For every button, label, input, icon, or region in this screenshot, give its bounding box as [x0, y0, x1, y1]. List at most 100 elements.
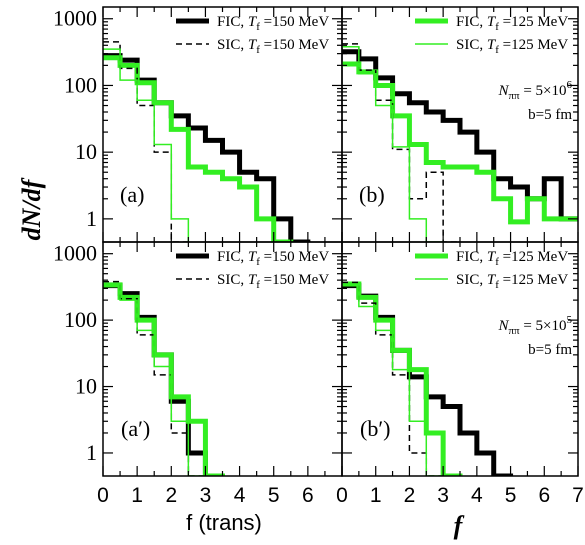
legend-text-tail: =150 MeV: [260, 37, 329, 53]
x-tick-label: 7: [572, 484, 584, 507]
series-line-b2-3: [342, 284, 444, 476]
x-tick-label: 5: [268, 484, 280, 507]
legend-label: SIC, Tf =150 MeV: [217, 37, 329, 56]
x-tick-label: 3: [437, 484, 449, 507]
legend-label: FIC, Tf =150 MeV: [217, 249, 329, 268]
series-line-b2-2: [342, 281, 444, 476]
panel-b: FIC, Tf =125 MeV SIC, Tf =125 MeV Nππ = 5×…: [341, 6, 579, 243]
y-tick-label: 1: [86, 440, 97, 465]
legend-text: FIC,: [217, 249, 248, 265]
legend-subscript: f: [256, 256, 260, 268]
note-symbol: N: [497, 318, 509, 334]
note-text: = 5×10: [520, 318, 567, 334]
x-tick-label: 3: [200, 484, 212, 507]
note-text: = 5×10: [520, 83, 567, 99]
legend-subscript: f: [256, 21, 260, 33]
x-tick-label: 1: [131, 484, 143, 507]
panel-label: (a′): [121, 416, 150, 441]
legend-text-tail: =150 MeV: [260, 249, 329, 265]
note-text: b=5 fm: [528, 107, 572, 123]
series-line-a-1: [103, 55, 294, 242]
x-tick-label: 6: [302, 484, 314, 507]
series-line-a-2: [103, 41, 190, 242]
legend-text: FIC,: [456, 249, 487, 265]
legend-label: SIC, Tf =125 MeV: [456, 272, 568, 291]
series-line-b2-1: [342, 281, 463, 476]
legend-text-tail: =125 MeV: [499, 272, 568, 288]
y-tick-label: 1: [86, 206, 97, 231]
legend-symbol: T: [248, 249, 258, 265]
y-tick-label: 10: [75, 139, 97, 164]
series-line-b-3: [342, 46, 444, 242]
legend-symbol: T: [248, 272, 258, 288]
note-superscript: 6: [567, 79, 573, 91]
x-axis-label-left: f (trans): [186, 510, 262, 535]
annotation-note: b=5 fm: [528, 342, 572, 358]
y-tick-label: 1000: [53, 6, 97, 31]
x-tick-label: 0: [336, 484, 348, 507]
series-group: [342, 43, 578, 242]
series-line-a2-1: [103, 282, 225, 476]
series-line-a2-3: [103, 283, 207, 476]
legend-subscript: f: [495, 21, 499, 33]
x-label-left-text: f (trans): [186, 510, 262, 535]
x-tick-label: 4: [471, 484, 483, 507]
legend-text: SIC,: [456, 272, 487, 288]
y-axis-label: dN/df: [17, 177, 46, 240]
series-line-b-2: [342, 43, 461, 242]
legend-text-tail: =150 MeV: [260, 272, 329, 288]
series-line-b-1: [342, 61, 578, 225]
legend-subscript: f: [256, 279, 260, 291]
x-tick-label: 6: [538, 484, 550, 507]
y-tick-label: 100: [64, 307, 97, 332]
x-tick-label: 5: [505, 484, 517, 507]
legend-text-tail: =150 MeV: [260, 14, 329, 30]
annotation-note: b=5 fm: [528, 107, 572, 123]
legend-text-tail: =125 MeV: [499, 249, 568, 265]
legend-label: FIC, Tf =125 MeV: [456, 14, 568, 33]
legend-label: FIC, Tf =150 MeV: [217, 14, 329, 33]
note-subscript: ππ: [508, 325, 520, 337]
panel-label: (b): [359, 182, 385, 207]
legend-symbol: T: [487, 14, 497, 30]
legend-symbol: T: [487, 249, 497, 265]
legend-text: FIC,: [217, 14, 248, 30]
note-subscript: ππ: [508, 90, 520, 102]
annotation-note: Nππ = 5×106: [497, 79, 572, 102]
legend-label: SIC, Tf =150 MeV: [217, 272, 329, 291]
y-tick-label: 1000: [53, 241, 97, 266]
legend-text: SIC,: [217, 272, 248, 288]
legend-symbol: T: [248, 14, 258, 30]
note-superscript: 5: [567, 314, 573, 326]
legend-text-tail: =125 MeV: [499, 37, 568, 53]
legend-text: FIC,: [456, 14, 487, 30]
legend-symbol: T: [487, 272, 497, 288]
x-tick-label: 2: [165, 484, 177, 507]
legend-text-tail: =125 MeV: [499, 14, 568, 30]
panel-label: (b′): [360, 416, 390, 441]
y-tick-label: 10: [75, 374, 97, 399]
series-line-a-3: [103, 48, 190, 242]
panel-label: (a): [120, 182, 144, 207]
legend-text: SIC,: [456, 37, 487, 53]
series-group: [342, 281, 514, 476]
note-symbol: N: [497, 83, 509, 99]
annotation-note: Nππ = 5×105: [497, 314, 572, 337]
x-tick-label: 0: [97, 484, 109, 507]
series-line-a-0: [103, 53, 311, 242]
legend-subscript: f: [495, 279, 499, 291]
x-tick-label: 1: [370, 484, 382, 507]
note-text: b=5 fm: [528, 342, 572, 358]
legend-subscript: f: [495, 44, 499, 56]
series-group: [103, 280, 225, 476]
legend-symbol: T: [248, 37, 258, 53]
series-group: [103, 41, 311, 242]
x-tick-label: 4: [234, 484, 246, 507]
legend-subscript: f: [495, 256, 499, 268]
legend-subscript: f: [256, 44, 260, 56]
x-tick-label: 2: [404, 484, 416, 507]
